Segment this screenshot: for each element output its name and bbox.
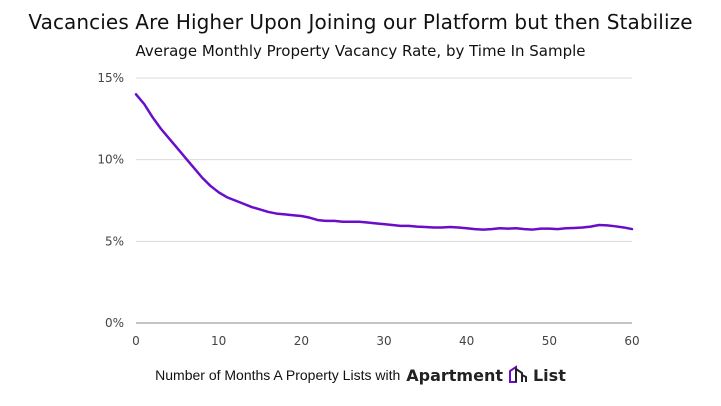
y-tick-label: 0% [105,316,124,330]
x-tick-label: 20 [294,334,309,348]
apartment-list-logo: Apartment List [406,364,566,386]
logo-word-list: List [532,365,566,385]
y-tick-label: 5% [105,234,124,248]
x-axis-label-text: Number of Months A Property Lists with [155,367,401,383]
x-axis-label: Number of Months A Property Lists with A… [0,364,721,386]
y-axis-ticks: 0% 5% 10% 15% [97,71,124,330]
x-tick-label: 0 [132,334,140,348]
grid-lines [136,77,632,324]
x-tick-label: 50 [542,334,557,348]
y-tick-label: 15% [97,71,124,85]
x-tick-label: 40 [459,334,474,348]
series-group [134,93,634,231]
x-axis-ticks: 0 10 20 30 40 50 60 [132,334,639,348]
apartment-list-logo-icon [508,365,527,383]
vacancy-rate-line [134,93,634,231]
x-tick-label: 30 [376,334,391,348]
x-tick-label: 10 [211,334,226,348]
y-tick-label: 10% [97,153,124,167]
chart-subtitle: Average Monthly Property Vacancy Rate, b… [135,42,586,60]
chart-title: Vacancies Are Higher Upon Joining our Pl… [28,10,693,34]
x-tick-label: 60 [624,334,639,348]
logo-word-apartment: Apartment [406,365,503,385]
